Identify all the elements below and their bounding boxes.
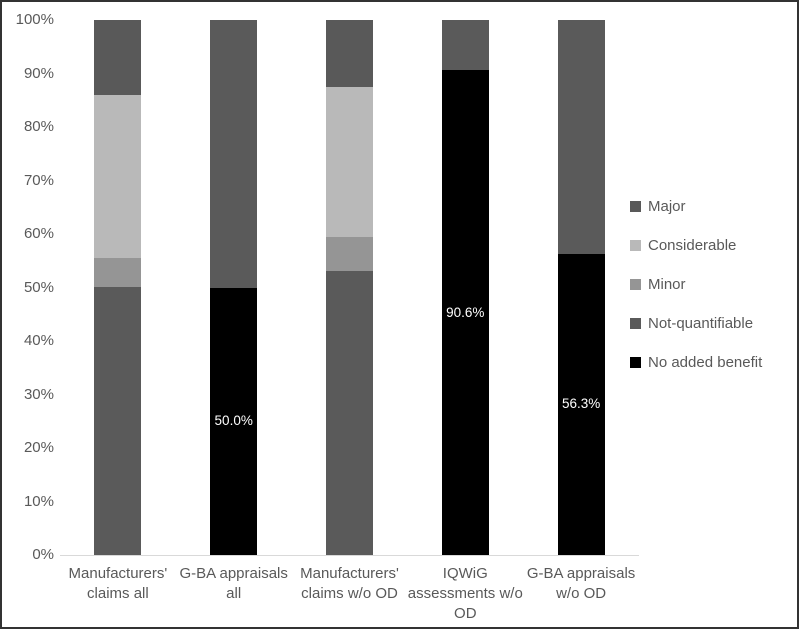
bar-segment-not-quantifiable bbox=[557, 20, 605, 254]
legend-item-no-added-benefit: No added benefit bbox=[630, 353, 763, 371]
bar-segment-no-added-benefit bbox=[441, 70, 489, 555]
legend-label: No added benefit bbox=[648, 353, 763, 371]
y-axis-tick-label: 0% bbox=[32, 546, 54, 563]
legend-swatch-icon bbox=[630, 356, 641, 368]
x-axis-label-line: Manufacturers' bbox=[68, 565, 168, 582]
bar-segment-major bbox=[94, 20, 142, 95]
bar-segment-not-quantifiable bbox=[326, 270, 373, 555]
x-axis-label-line: assessments w/o bbox=[407, 585, 523, 602]
y-axis-tick-label: 80% bbox=[23, 118, 54, 135]
x-axis-label-line: claims w/o OD bbox=[301, 585, 398, 602]
legend-item-major: Major bbox=[630, 197, 762, 215]
bar-segment-considerable bbox=[326, 86, 373, 238]
x-axis-label-line: IQWiG bbox=[442, 565, 488, 582]
bar-segment-not-quantifiable bbox=[210, 20, 258, 288]
stacked-bar bbox=[94, 20, 142, 555]
bar-segment-major bbox=[326, 20, 373, 87]
bar-segment-not-quantifiable bbox=[441, 20, 489, 71]
bar-segment-not-quantifiable bbox=[94, 287, 142, 555]
legend-swatch-icon bbox=[630, 317, 641, 329]
y-axis-tick-label: 40% bbox=[23, 332, 54, 349]
bar-segment-considerable bbox=[94, 94, 142, 259]
y-axis-tick-label: 10% bbox=[23, 492, 54, 510]
legend-label: Not-quantifiable bbox=[648, 314, 754, 332]
chart-legend: Major Considerable Minor Not-quantifiable No… bbox=[630, 198, 762, 393]
y-axis-tick-label: 100% bbox=[15, 11, 54, 28]
x-axis-label-line: claims all bbox=[87, 585, 149, 602]
x-axis-category-label: G-BA appraisals w/o OD bbox=[523, 564, 639, 604]
legend-label: Major bbox=[648, 197, 686, 215]
bar-data-label: 90.6% bbox=[446, 304, 485, 320]
legend-swatch-icon bbox=[630, 278, 641, 290]
bar-segment-no-added-benefit bbox=[210, 287, 258, 555]
legend-swatch-icon bbox=[630, 239, 641, 251]
x-axis-baseline bbox=[60, 555, 639, 556]
x-axis-label-line: G-BA appraisals bbox=[526, 565, 636, 582]
y-axis-tick-label: 60% bbox=[23, 225, 54, 242]
legend-item-considerable: Considerable bbox=[630, 236, 762, 254]
stacked-bar: 50.0% bbox=[210, 20, 258, 555]
x-axis-category-label: G-BA appraisals all bbox=[176, 564, 292, 604]
legend-label: Considerable bbox=[648, 236, 737, 254]
stacked-bar: 90.6% bbox=[441, 20, 489, 555]
legend-swatch-icon bbox=[630, 200, 641, 212]
x-axis-label-line: Manufacturers' bbox=[300, 565, 399, 582]
x-axis-category-label: IQWiG assessments w/o OD bbox=[407, 564, 523, 624]
y-axis-tick-label: 30% bbox=[23, 385, 54, 403]
bar-segment-minor bbox=[94, 258, 142, 288]
legend-item-not-quantifiable: Not-quantifiable bbox=[630, 314, 762, 332]
bar-segment-minor bbox=[326, 237, 373, 271]
legend-label: Minor bbox=[648, 275, 686, 293]
stacked-bar bbox=[326, 20, 373, 555]
bar-segment-no-added-benefit bbox=[557, 253, 605, 555]
x-axis-label-line: G-BA appraisals all bbox=[179, 565, 288, 602]
stacked-bar: 56.3% bbox=[557, 20, 605, 555]
y-axis-tick-label: 20% bbox=[23, 439, 54, 456]
bar-data-label: 50.0% bbox=[214, 413, 253, 429]
y-axis-tick-label: 90% bbox=[23, 64, 54, 82]
y-axis-tick-label: 70% bbox=[23, 171, 54, 189]
x-axis-label-line: w/o OD bbox=[556, 585, 607, 602]
bar-data-label: 56.3% bbox=[561, 396, 601, 412]
x-axis-category-label: Manufacturers' claims w/o OD bbox=[292, 564, 408, 604]
y-axis-tick-label: 50% bbox=[23, 278, 54, 296]
x-axis-category-label: Manufacturers' claims all bbox=[60, 564, 176, 604]
legend-item-minor: Minor bbox=[630, 275, 762, 293]
x-axis-label-line: OD bbox=[454, 605, 477, 622]
